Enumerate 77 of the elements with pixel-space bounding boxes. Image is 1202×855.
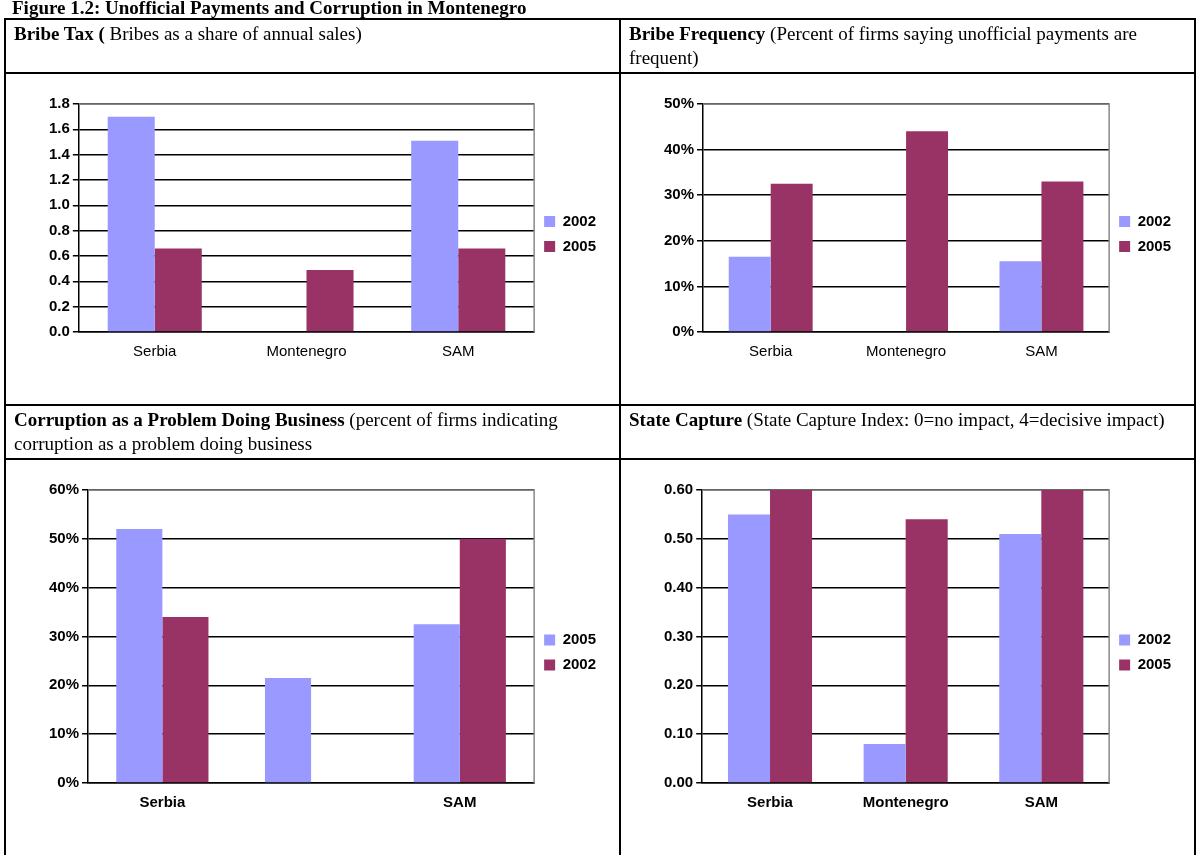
x-tick-label: Serbia <box>133 342 178 360</box>
y-tick-label: 0.4 <box>48 271 71 289</box>
legend-label: 2002 <box>562 655 597 673</box>
bar <box>264 678 312 783</box>
y-tick-label: 0% <box>57 773 80 791</box>
chart-subtitle: (State Capture Index: 0=no impact, 4=decisive impact) <box>746 409 1165 430</box>
bar <box>458 248 506 332</box>
bar <box>154 248 202 332</box>
legend-label: 2005 <box>1137 655 1172 673</box>
bar <box>770 183 813 332</box>
bar <box>107 116 155 332</box>
y-tick-label: 0.00 <box>663 773 694 791</box>
x-tick-label: Serbia <box>139 793 186 811</box>
legend-label: 2002 <box>1137 630 1172 648</box>
y-tick-label: 10% <box>48 724 80 742</box>
bar <box>727 514 771 783</box>
x-tick-label: SAM <box>441 342 475 360</box>
y-tick-label: 40% <box>663 139 695 157</box>
y-tick-label: 0.0 <box>48 322 70 340</box>
bar <box>863 743 906 783</box>
y-tick-label: 50% <box>48 528 80 546</box>
y-tick-label: 1.8 <box>48 94 70 112</box>
chart-title: State Capture <box>629 409 743 430</box>
bar <box>999 261 1042 332</box>
chart-title: Bribe Tax ( <box>14 23 105 44</box>
legend-label: 2005 <box>1137 236 1172 254</box>
y-tick-label: 0.30 <box>663 626 694 644</box>
y-tick-label: 0.20 <box>663 675 694 693</box>
chart-subtitle: Bribes as a share of annual sales) <box>109 23 362 44</box>
y-tick-label: 0.8 <box>48 220 70 238</box>
bar <box>162 616 209 783</box>
y-tick-label: 1.6 <box>48 119 70 137</box>
x-tick-label: Montenegro <box>266 342 347 360</box>
y-tick-label: 30% <box>663 185 695 203</box>
y-tick-label: 0.2 <box>48 296 70 314</box>
chart-title: Bribe Frequency <box>629 23 766 44</box>
y-tick-label: 1.2 <box>48 170 70 188</box>
chart-title: Corruption as a Problem Doing Business <box>14 409 345 430</box>
caption: Figure 1.2: Unofficial Payments and Corruption in Montenegro <box>11 0 528 18</box>
bar <box>999 533 1042 783</box>
x-tick-label: Serbia <box>749 342 794 360</box>
y-tick-label: 1.4 <box>48 144 71 162</box>
bar <box>459 538 506 783</box>
bar <box>306 269 354 332</box>
y-tick-label: 0.40 <box>663 577 694 595</box>
y-tick-label: 0.6 <box>48 246 70 264</box>
bar <box>411 140 459 332</box>
legend-label: 2005 <box>562 236 597 254</box>
y-tick-label: 20% <box>663 230 695 248</box>
y-tick-label: 1.0 <box>48 195 70 213</box>
y-tick-label: 20% <box>48 675 80 693</box>
y-tick-label: 50% <box>663 94 695 112</box>
bar <box>1041 181 1084 332</box>
bar <box>413 624 460 783</box>
y-tick-label: 0.10 <box>663 724 694 742</box>
bar <box>770 490 813 783</box>
y-tick-label: 40% <box>48 577 80 595</box>
x-tick-label: Serbia <box>747 793 794 811</box>
y-tick-label: 10% <box>663 276 695 294</box>
bar <box>728 256 771 332</box>
y-tick-label: 30% <box>48 626 80 644</box>
bar <box>116 529 163 783</box>
y-tick-label: 60% <box>48 480 80 498</box>
y-tick-label: 0.50 <box>663 528 694 546</box>
x-tick-label: SAM <box>1024 793 1058 811</box>
bar <box>906 131 949 332</box>
x-tick-label: SAM <box>1025 342 1058 360</box>
x-tick-label: SAM <box>443 793 477 811</box>
legend-label: 2002 <box>1137 211 1172 229</box>
x-tick-label: Montenegro <box>862 793 949 811</box>
bar <box>905 519 948 783</box>
y-tick-label: 0.60 <box>663 480 694 498</box>
y-tick-label: 0% <box>672 322 695 340</box>
legend-label: 2005 <box>562 630 597 648</box>
legend-label: 2002 <box>562 211 597 229</box>
x-tick-label: Montenegro <box>866 342 947 360</box>
bar <box>1041 490 1084 783</box>
